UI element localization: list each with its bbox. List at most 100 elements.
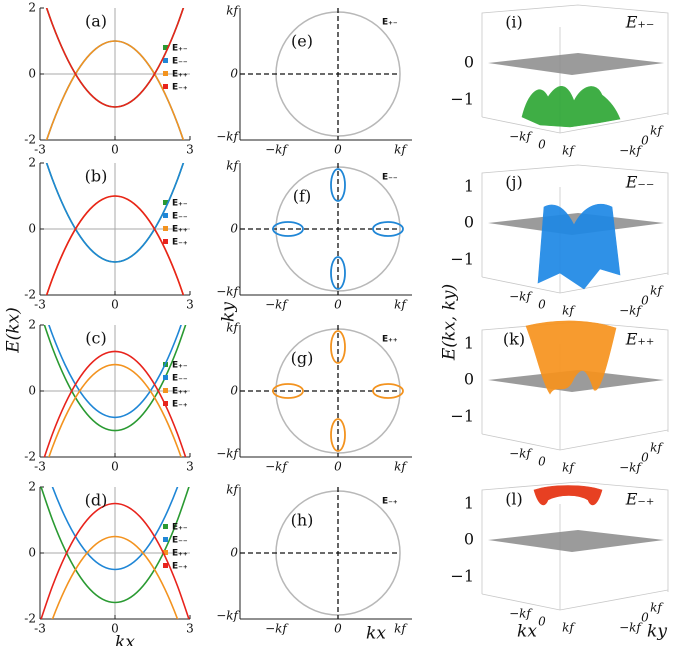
x-tick-label: 3 [186, 622, 194, 636]
panel-label: (e) [291, 32, 313, 51]
surface-z-label: E(kx, ky) [440, 284, 460, 361]
y-tick-label: 2 [28, 1, 36, 15]
y-tick-label: 2 [28, 156, 36, 170]
band-line [45, 163, 185, 263]
x-tick-label: -3 [34, 622, 46, 636]
y-tick-label: kf [226, 159, 240, 173]
x-tick-label: 3 [186, 298, 194, 312]
legend-swatch [163, 239, 168, 244]
surface [521, 85, 621, 128]
x-tick-label: -3 [34, 298, 46, 312]
y-tick-label: kf [650, 601, 664, 615]
legend-swatch [163, 388, 168, 393]
y-tick-label: 0 [28, 222, 36, 236]
legend-label: E₊₋ [172, 199, 188, 209]
x-tick-label: kf [562, 144, 576, 158]
x-tick-label: 0 [111, 622, 119, 636]
legend-label: E₊₋ [172, 44, 188, 54]
legend-label: E₊₊ [172, 549, 188, 559]
fermi-pocket [372, 383, 404, 399]
y-tick-label: 2 [28, 318, 36, 332]
x-tick-label: kf [394, 298, 408, 312]
x-tick-label: −kf [509, 447, 533, 461]
z-tick-label: −1 [450, 250, 474, 269]
zero-plane [488, 53, 664, 75]
x-tick-label: 3 [186, 460, 194, 474]
fermi-pocket [330, 256, 346, 290]
x-tick-label: 0 [334, 622, 342, 636]
y-tick-label: kf [650, 441, 664, 455]
legend-swatch [163, 401, 168, 406]
panel-label: (a) [85, 12, 107, 31]
band-line [45, 195, 185, 295]
legend-swatch [163, 213, 168, 218]
legend-swatch [163, 550, 168, 555]
z-tick-label: −1 [450, 407, 474, 426]
x-tick-label: −kf [509, 130, 533, 144]
band-line [48, 363, 182, 457]
panel-legend: E₋₊ [382, 497, 398, 507]
zero-plane [488, 530, 664, 552]
z-tick-label: 0 [464, 530, 474, 549]
y-tick-label: −kf [619, 304, 643, 318]
panel-legend: E₊₋ [382, 18, 398, 28]
z-tick-label: 0 [464, 53, 474, 72]
surface-x-label: kx [517, 622, 537, 642]
z-tick-label: 0 [464, 213, 474, 232]
x-tick-label: 0 [334, 298, 342, 312]
band-line [48, 325, 182, 419]
panel-legend: E₋₋ [625, 173, 655, 192]
x-tick-label: kf [394, 460, 408, 474]
panel-legend: E₊₋ [625, 13, 655, 32]
x-tick-label: 0 [538, 615, 546, 629]
legend-label: E₊₊ [172, 387, 188, 397]
box-frame [481, 164, 669, 277]
panel-label: (g) [291, 349, 314, 368]
band-line [51, 535, 179, 619]
legend-label: E₋₊ [172, 562, 188, 572]
y-tick-label: 0 [28, 546, 36, 560]
panel-legend: E₊₊ [382, 335, 398, 345]
legend-label: E₋₊ [172, 238, 188, 248]
x-tick-label: -3 [34, 143, 46, 157]
y-tick-label: 0 [230, 546, 238, 560]
x-tick-label: 0 [334, 143, 342, 157]
panel-label: (d) [85, 491, 108, 510]
y-axis-label: E(kx) [4, 307, 24, 354]
legend-label: E₋₋ [172, 57, 188, 67]
panel-legend: E₋₋ [382, 173, 398, 183]
band-line [45, 40, 185, 140]
x-tick-label: −kf [509, 607, 533, 621]
z-tick-label: 1 [464, 334, 474, 353]
x-tick-label: kf [394, 622, 408, 636]
fermi-pocket [372, 221, 404, 237]
band-line [51, 487, 179, 571]
y-tick-label: 0 [641, 294, 649, 308]
y-tick-label: -2 [24, 288, 36, 302]
legend-swatch [163, 524, 168, 529]
y-tick-label: −kf [216, 130, 240, 144]
legend-label: E₊₊ [172, 70, 188, 80]
legend-label: E₊₋ [172, 523, 188, 533]
x-tick-label: -3 [34, 460, 46, 474]
zero-plane [488, 370, 664, 392]
legend-label: E₋₊ [172, 83, 188, 93]
y-tick-label: kf [226, 321, 240, 335]
legend-swatch [163, 375, 168, 380]
x-tick-label: 0 [538, 455, 546, 469]
panel-label: (l) [505, 490, 523, 509]
y-tick-label: 0 [28, 67, 36, 81]
y-tick-label: 0 [230, 384, 238, 398]
x-tick-label: −kf [265, 622, 289, 636]
panel-label: (b) [85, 167, 108, 186]
x-tick-label: −kf [265, 460, 289, 474]
band-line [40, 487, 190, 604]
z-tick-label: 0 [464, 370, 474, 389]
panel-label: (j) [505, 173, 522, 192]
panel-label: (k) [503, 330, 525, 349]
y-tick-label: kf [226, 4, 240, 18]
fermi-pocket [272, 221, 304, 237]
y-tick-label: 0 [230, 67, 238, 81]
y-tick-label: kf [650, 284, 664, 298]
legend-swatch [163, 537, 168, 542]
